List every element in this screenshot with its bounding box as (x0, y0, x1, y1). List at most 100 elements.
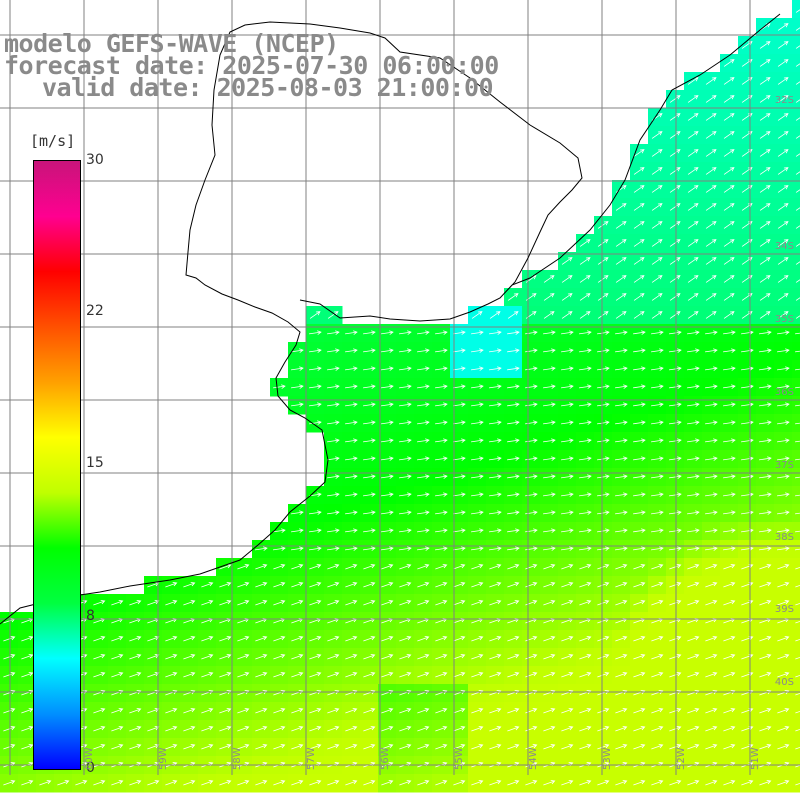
wind-arrow (669, 257, 681, 265)
wind-arrow (705, 167, 717, 175)
wind-speed-cell (792, 576, 800, 595)
wind-arrow (561, 779, 574, 786)
wind-arrow (381, 456, 394, 461)
wind-arrow (597, 420, 610, 425)
wind-arrow (795, 638, 800, 642)
wind-arrow (777, 420, 790, 425)
wind-speed-cell (792, 54, 800, 73)
wind-arrow (399, 438, 412, 443)
wind-arrow (723, 275, 735, 283)
wind-arrow (543, 563, 556, 570)
wind-arrow (345, 402, 358, 407)
wind-arrow (597, 725, 610, 732)
wind-arrow (309, 581, 322, 588)
wind-arrow (795, 225, 800, 229)
wind-arrow (579, 546, 592, 551)
wind-arrow (345, 635, 358, 642)
wind-arrow (327, 474, 340, 479)
wind-arrow (723, 438, 736, 443)
wind-arrow (435, 510, 448, 515)
wind-arrow (759, 95, 771, 103)
wind-arrow (489, 510, 502, 515)
wind-arrow (219, 653, 232, 660)
wind-arrow (39, 779, 52, 786)
wind-arrow (633, 420, 646, 425)
wind-arrow (525, 474, 538, 479)
wind-arrow (363, 456, 376, 461)
wind-arrow (93, 671, 106, 678)
wind-arrow (561, 311, 573, 319)
wind-arrow (417, 653, 430, 660)
wind-speed-cell (792, 486, 800, 505)
wind-arrow (363, 348, 376, 353)
wind-arrow (669, 420, 682, 425)
wind-arrow (777, 149, 789, 157)
wind-arrow (489, 635, 502, 642)
wind-arrow (525, 438, 538, 443)
wind-arrow (777, 779, 790, 786)
wind-arrow (777, 528, 790, 533)
wind-arrow (651, 528, 664, 533)
wind-arrow (723, 131, 735, 139)
wind-arrow (561, 420, 574, 425)
wind-arrow (471, 563, 484, 570)
wind-speed-cell (792, 36, 800, 55)
wind-arrow (183, 779, 196, 786)
wind-arrow (291, 707, 304, 714)
wind-arrow (489, 707, 502, 714)
wind-arrow (417, 402, 430, 407)
wind-arrow (273, 528, 286, 533)
lon-label: 57W (306, 747, 317, 770)
wind-arrow (705, 293, 717, 301)
wind-speed-cell (792, 720, 800, 739)
wind-arrow (669, 707, 682, 714)
wind-arrow (309, 510, 322, 515)
wind-arrow (435, 528, 448, 533)
wind-arrow (651, 779, 664, 786)
wind-arrow (453, 581, 466, 588)
wind-arrow (615, 635, 628, 642)
wind-arrow (705, 311, 717, 319)
wind-arrow (327, 420, 340, 425)
wind-arrow (579, 474, 592, 479)
wind-arrow (597, 275, 609, 283)
wind-arrow (525, 563, 538, 570)
wind-arrow (777, 203, 789, 211)
wind-arrow (633, 167, 645, 175)
wind-arrow (129, 671, 142, 678)
wind-arrow (399, 707, 412, 714)
wind-arrow (633, 257, 645, 265)
wind-arrow (237, 779, 250, 786)
wind-arrow (507, 438, 520, 443)
wind-arrow (633, 438, 646, 443)
wind-arrow (327, 492, 340, 497)
wind-speed-cell (792, 180, 800, 199)
wind-arrow (651, 653, 664, 660)
wind-arrow (255, 779, 268, 786)
wind-arrow (615, 330, 628, 335)
wind-speed-cell (792, 324, 800, 343)
wind-arrow (579, 366, 592, 371)
wind-arrow (363, 438, 376, 443)
wind-arrow (723, 653, 736, 660)
wind-arrow (309, 420, 322, 425)
wind-speed-cell (792, 162, 800, 181)
wind-arrow (669, 366, 682, 371)
wind-arrow (795, 81, 800, 85)
wind-arrow (651, 366, 664, 371)
wind-arrow (795, 261, 800, 265)
wind-arrow (237, 743, 250, 750)
wind-arrow (705, 635, 718, 642)
wind-arrow (525, 492, 538, 497)
wind-arrow (561, 293, 573, 301)
wind-arrow (777, 474, 790, 479)
wind-arrow (795, 297, 800, 301)
wind-arrow (327, 779, 340, 786)
wind-arrow (669, 239, 681, 247)
wind-speed-cell (792, 378, 800, 397)
wind-arrow (795, 602, 800, 606)
wind-arrow (363, 653, 376, 660)
wind-arrow (435, 653, 448, 660)
wind-arrow (201, 725, 214, 732)
wind-speed-cell (792, 594, 800, 613)
